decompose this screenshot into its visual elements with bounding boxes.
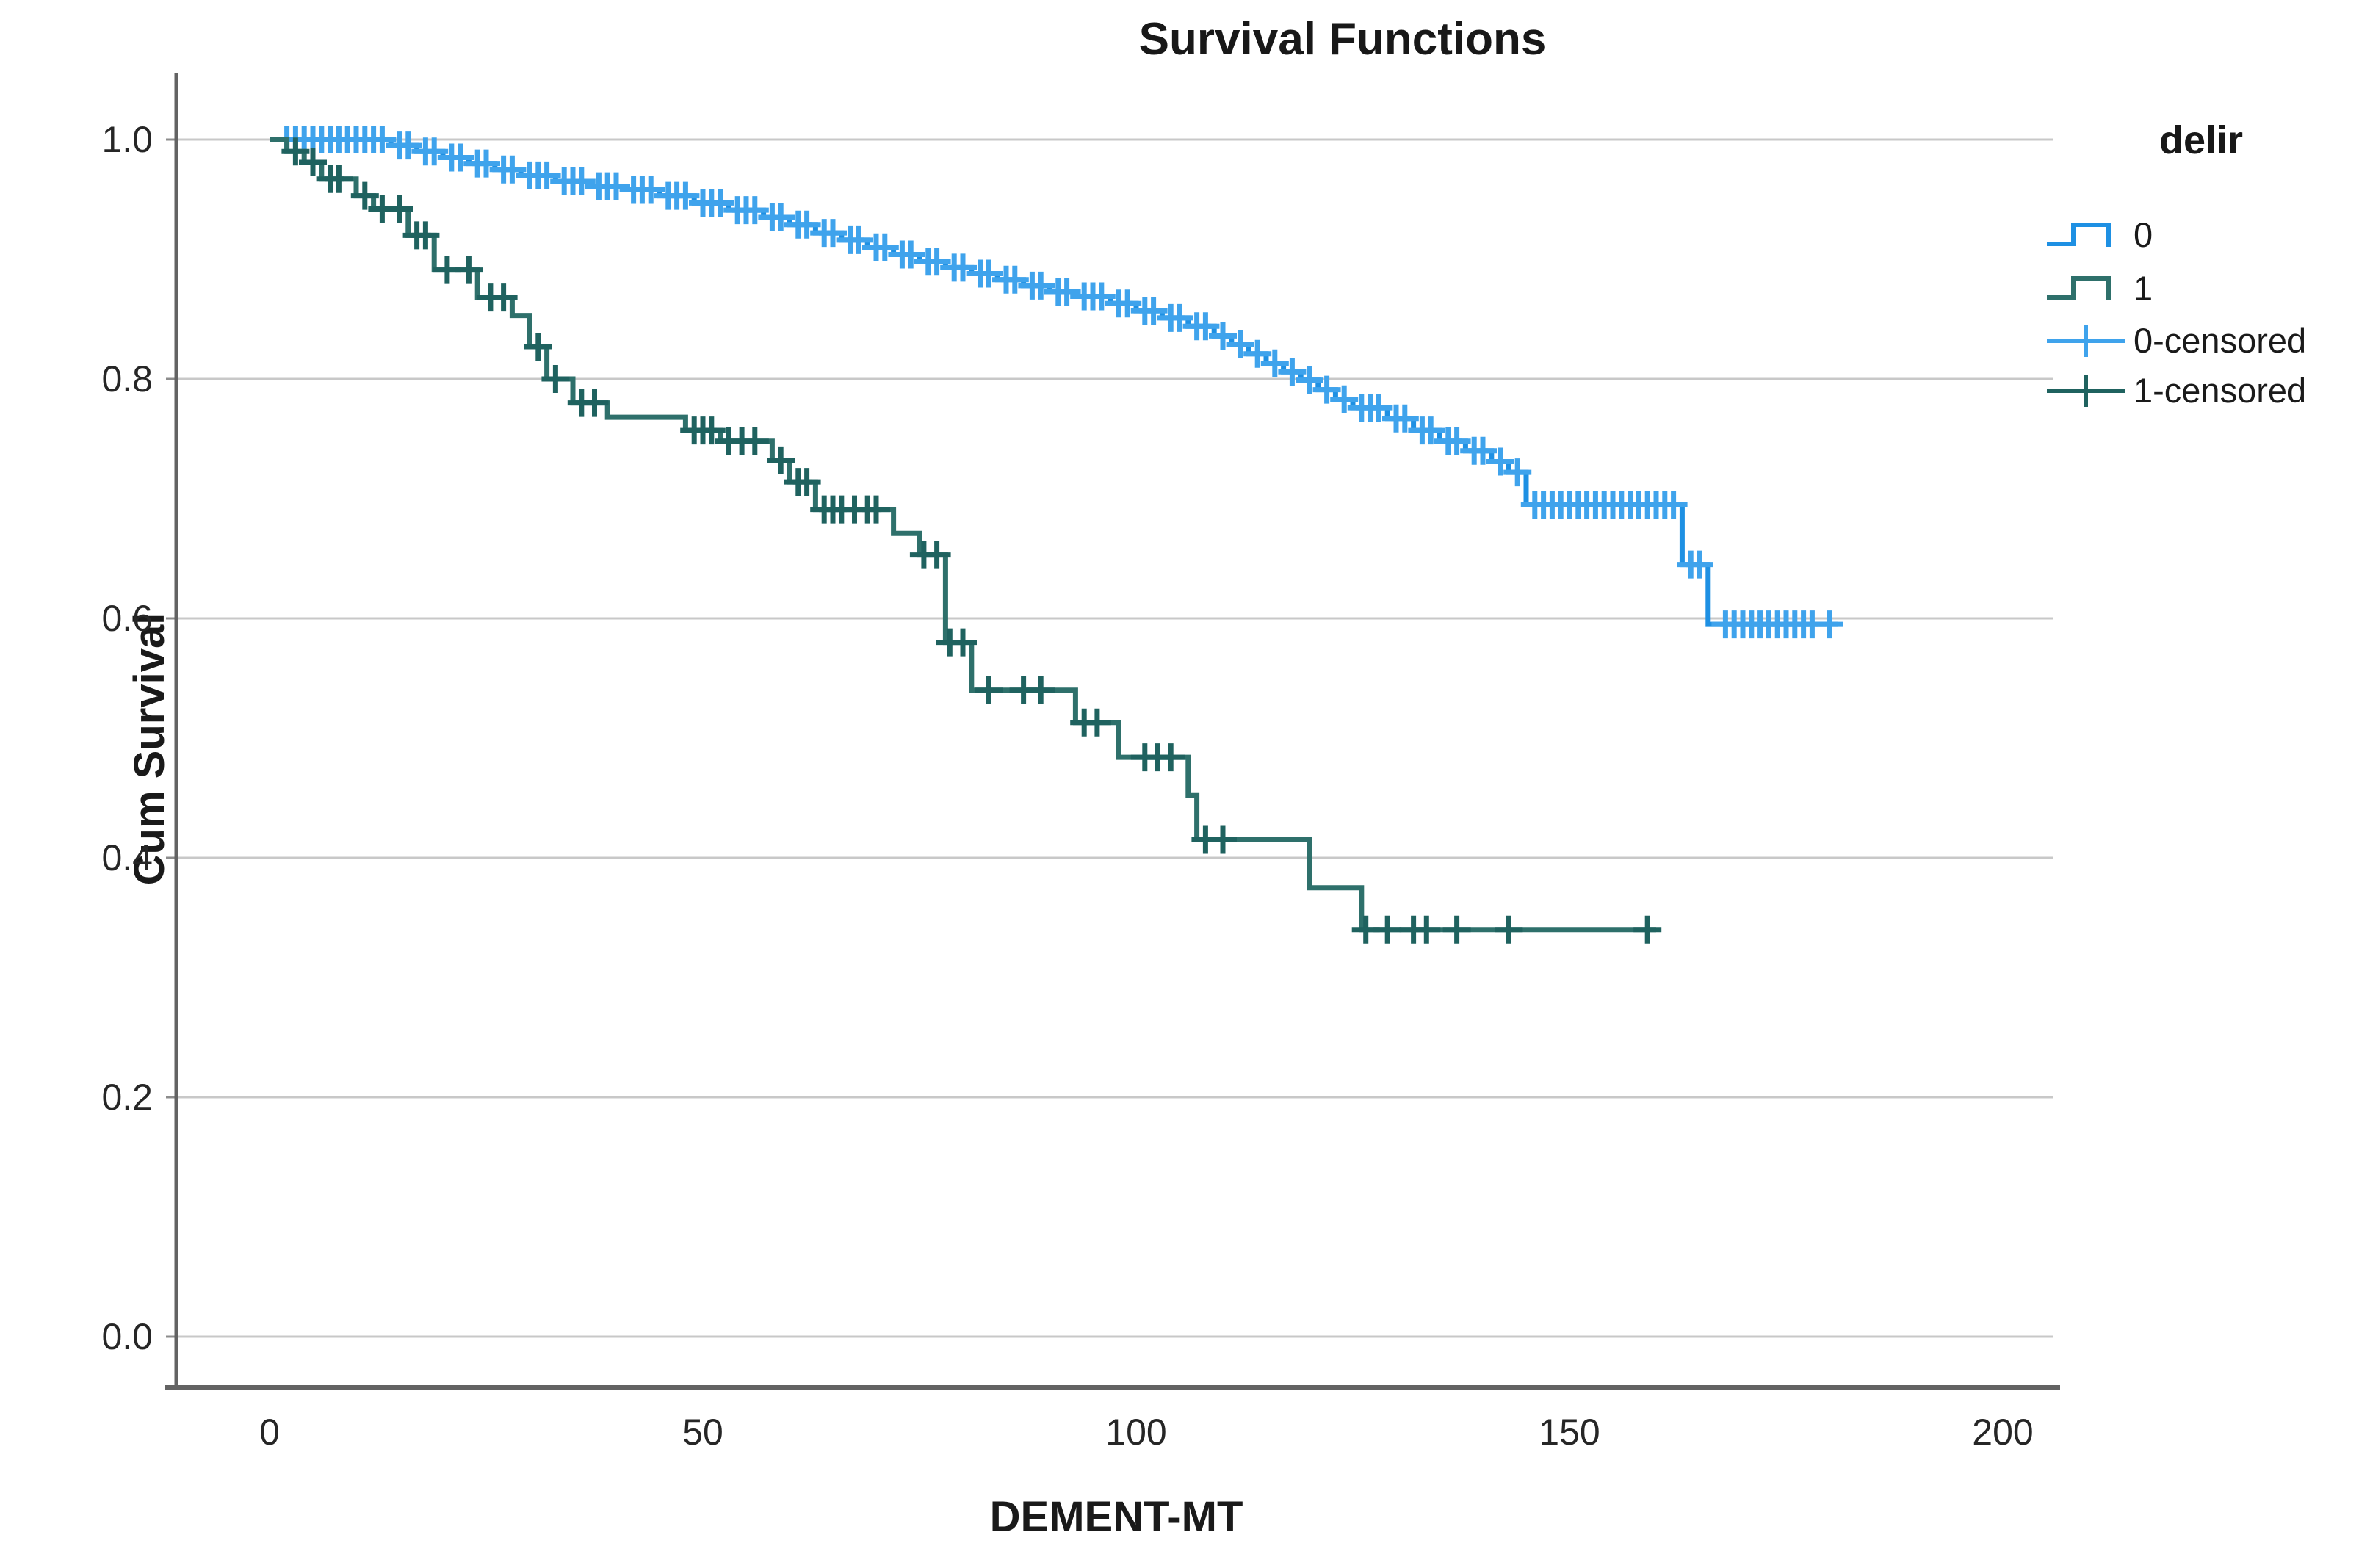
legend-entry-group-1: 1 bbox=[2045, 268, 2153, 309]
x-tick-label: 200 bbox=[1972, 1412, 2034, 1453]
x-tick-label: 100 bbox=[1105, 1412, 1167, 1453]
legend-label-group-1: 1 bbox=[2134, 269, 2153, 308]
legend-entry-censored-0: 0-censored bbox=[2045, 320, 2306, 361]
step-line-icon bbox=[2047, 276, 2111, 300]
x-tick-label: 150 bbox=[1539, 1412, 1600, 1453]
censored-plus-icon bbox=[2047, 375, 2125, 407]
legend-label-censored-1: 1-censored bbox=[2134, 371, 2307, 410]
y-tick-label: 0.4 bbox=[101, 837, 153, 878]
step-line-icon bbox=[2047, 223, 2111, 247]
y-tick-label: 0.0 bbox=[101, 1316, 153, 1357]
legend-entry-censored-1: 1-censored bbox=[2045, 370, 2306, 411]
y-tick-label: 0.2 bbox=[101, 1077, 153, 1118]
x-axis-title: DEMENT-MT bbox=[989, 1493, 1243, 1541]
chart-title: Survival Functions bbox=[1138, 14, 1547, 65]
censored-plus-icon bbox=[2047, 325, 2125, 357]
legend-entry-group-0: 0 bbox=[2045, 214, 2153, 256]
y-tick-label: 0.6 bbox=[101, 598, 153, 639]
x-tick-label: 0 bbox=[259, 1412, 280, 1453]
legend-label-group-0: 0 bbox=[2134, 215, 2153, 254]
legend-label-censored-0: 0-censored bbox=[2134, 321, 2307, 360]
survival-curve-0 bbox=[270, 137, 1838, 627]
y-tick-label: 1.0 bbox=[101, 119, 153, 160]
x-tick-label: 50 bbox=[682, 1412, 723, 1453]
legend-title: delir bbox=[2158, 118, 2244, 162]
y-tick-label: 0.8 bbox=[101, 358, 153, 400]
